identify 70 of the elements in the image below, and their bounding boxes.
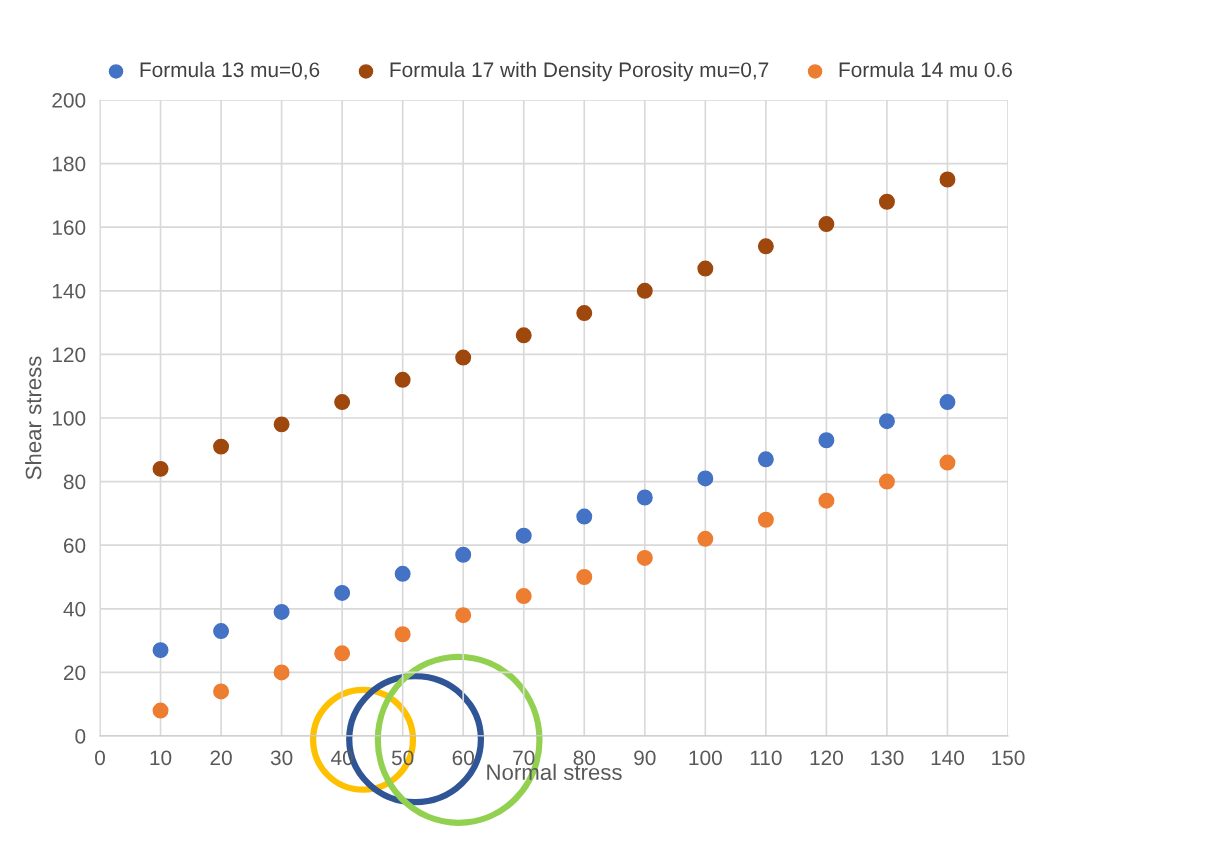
point [576, 305, 593, 322]
y-tick-label: 80 [63, 474, 86, 490]
x-tick-label: 100 [689, 750, 722, 766]
x-tick-label: 140 [931, 750, 965, 766]
x-tick-label: 60 [452, 750, 474, 766]
y-tick-label: 40 [63, 601, 86, 617]
point [939, 394, 956, 411]
point [818, 492, 835, 509]
point [152, 702, 169, 719]
point [878, 473, 895, 490]
x-tick-label: 10 [150, 750, 172, 766]
point [697, 260, 714, 277]
point [515, 327, 532, 344]
point [273, 416, 290, 433]
y-axis-title: Shear stress [25, 356, 42, 480]
point [213, 683, 230, 700]
point [394, 626, 411, 643]
y-tick-label: 200 [52, 93, 86, 108]
point [636, 489, 653, 506]
point [334, 584, 351, 601]
point [334, 394, 351, 411]
legend-label: Formula 14 mu 0.6 [839, 61, 1012, 78]
point [818, 216, 835, 232]
y-tick-label: 20 [63, 665, 86, 681]
legend-label: Formula 13 mu=0,6 [140, 61, 320, 80]
point [878, 193, 895, 210]
point [757, 451, 774, 468]
y-tick-label: 100 [52, 411, 86, 426]
y-tick-label: 160 [52, 220, 86, 235]
x-tick-label: 20 [210, 750, 232, 766]
point [576, 508, 593, 525]
y-tick-label: 0 [75, 729, 86, 744]
x-tick-label: 90 [634, 750, 656, 766]
point [273, 604, 290, 620]
y-tick-label: 60 [64, 538, 86, 553]
point [757, 511, 774, 528]
point [697, 530, 714, 547]
point [213, 438, 230, 455]
point [576, 569, 593, 585]
x-tick-label: 0 [95, 750, 105, 766]
x-tick-label: 150 [992, 750, 1025, 766]
x-tick-label: 130 [871, 750, 904, 766]
point [455, 607, 472, 624]
point [152, 460, 169, 477]
point [394, 371, 411, 388]
point [515, 527, 532, 544]
point [455, 349, 472, 366]
y-tick-label: 120 [52, 347, 86, 363]
point [757, 238, 774, 255]
x-tick-label: 30 [270, 750, 293, 766]
point [213, 623, 230, 640]
point [939, 171, 956, 188]
point [636, 282, 653, 299]
x-tick-label: 120 [810, 750, 843, 766]
point [394, 565, 411, 582]
point [697, 470, 714, 487]
y-tick-label: 140 [52, 283, 86, 299]
point [939, 454, 956, 471]
point [152, 642, 169, 659]
legend-label: Formula 17 with Density Porosity mu=0,7 [390, 61, 769, 82]
x-tick-label: 80 [573, 750, 596, 766]
point [878, 413, 895, 430]
point [455, 546, 472, 563]
point [515, 588, 532, 605]
point [636, 549, 653, 566]
point [273, 664, 290, 681]
y-tick-label: 180 [52, 156, 86, 172]
x-tick-label: 110 [750, 750, 782, 766]
point [334, 645, 351, 662]
point [818, 432, 835, 449]
